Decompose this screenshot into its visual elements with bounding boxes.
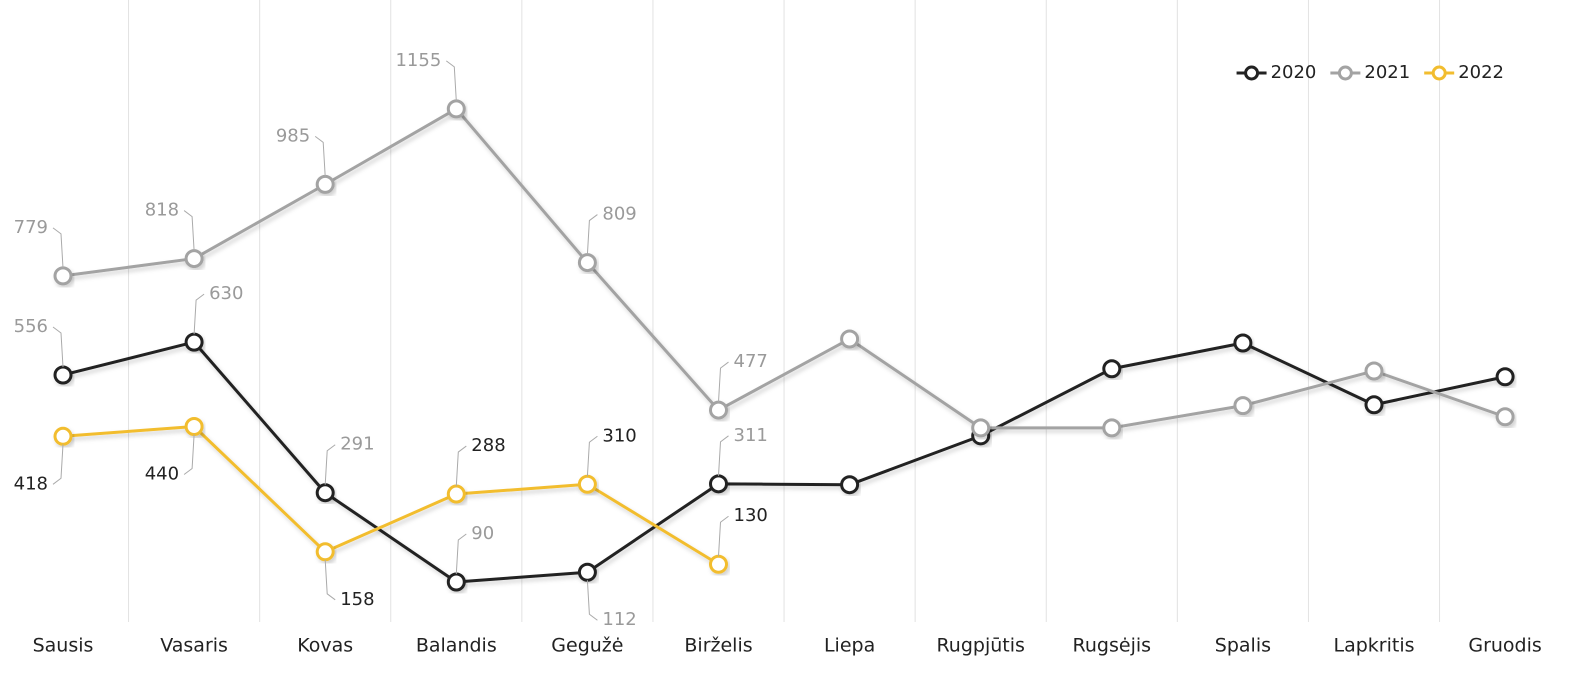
data-point [446,99,466,119]
data-point [446,572,466,592]
x-tick-label: Spalis [1215,635,1271,657]
legend-swatch-marker [1337,65,1353,81]
x-tick-label: Birželis [684,635,752,657]
value-label: 985 [276,125,310,146]
data-point [577,474,597,494]
value-label: 288 [471,435,505,456]
value-label: 311 [734,425,768,446]
data-point [184,417,204,437]
data-point [840,475,860,495]
data-point [53,365,73,385]
legend-label: 2021 [1364,62,1410,83]
x-tick-label: Lapkritis [1333,635,1414,657]
leader-line [52,326,64,368]
data-point [315,174,335,194]
data-point [184,249,204,269]
legend-label: 2022 [1458,62,1504,83]
leader-line [445,60,457,101]
legend-swatch-marker [1244,65,1260,81]
value-label: 310 [602,425,636,446]
x-tick-label: Balandis [416,635,497,657]
value-label: 90 [471,523,494,544]
data-point [1495,407,1515,427]
leader-line [586,435,598,477]
lines [62,107,1506,584]
data-point [840,329,860,349]
series-line [62,107,1506,430]
legend-swatch-marker [1431,65,1447,81]
data-point [446,484,466,504]
data-point [709,400,728,420]
data-point [1364,395,1384,415]
leader-line [183,434,195,475]
value-label: 556 [14,316,48,337]
data-point [577,253,597,273]
series-line [62,340,1506,584]
x-tick-label: Vasaris [160,635,228,657]
value-label: 130 [734,505,768,526]
data-point [709,554,728,574]
leader-line [183,210,195,251]
leader-line [52,444,64,485]
value-label: 112 [602,609,636,630]
leader-line [193,293,205,335]
x-tick-label: Liepa [824,635,875,657]
series-line [62,425,720,566]
leader-line [718,435,729,476]
leader-line [314,135,326,177]
value-label: 477 [734,351,768,372]
value-label: 418 [14,473,48,494]
x-tick-label: Gegužė [551,635,623,657]
data-point [709,474,728,494]
value-label: 158 [340,589,374,610]
data-point [971,418,991,438]
leader-line [718,515,729,557]
x-tick-label: Sausis [33,635,94,657]
legend-label: 2020 [1271,62,1317,83]
leader-line [455,445,467,487]
value-label: 440 [145,464,179,485]
value-label: 818 [145,200,179,221]
leader-line [52,227,64,268]
x-tick-label: Rugsėjis [1073,635,1152,657]
leader-line [324,444,336,485]
value-label: 630 [209,283,243,304]
value-label: 291 [340,434,374,455]
data-point [184,332,204,352]
data-point [315,483,335,503]
leader-line [324,559,336,601]
data-point [1233,396,1253,416]
leader-line [455,533,467,575]
x-tick-label: Kovas [297,635,353,657]
leader-line [586,580,598,621]
data-point [1102,418,1122,438]
data-point [1233,333,1253,353]
x-tick-label: Rugpjūtis [936,635,1024,657]
data-point [53,266,73,286]
data-point [577,562,597,582]
value-label: 779 [14,217,48,238]
leader-line [586,214,598,255]
legend: 2022 2021 2020 [1236,62,1504,83]
data-point [315,542,335,562]
value-labels: 556 630 291 90 112 311 779 818 985 1155 809 477 418 4… [14,50,768,630]
x-tick-label: Gruodis [1468,635,1541,657]
data-point [1102,359,1122,379]
value-label: 1155 [395,50,441,71]
data-point [1364,361,1384,381]
data-point [53,426,73,446]
data-point [1495,367,1515,387]
value-label: 809 [602,204,636,225]
leader-line [718,361,729,403]
